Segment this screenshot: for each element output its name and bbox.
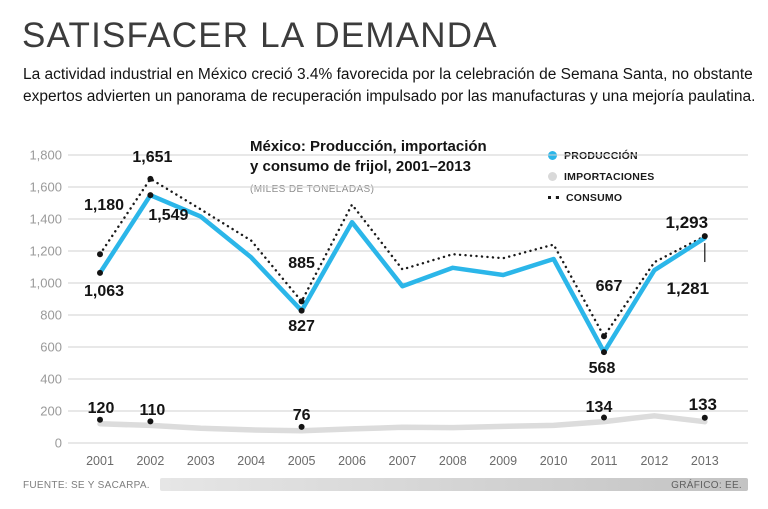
point-marker [298,307,305,314]
x-axis-label: 2012 [640,454,668,468]
point-marker [97,251,103,258]
point-marker [601,414,607,421]
y-axis-label: 400 [40,372,62,387]
point-marker [147,175,154,182]
point-marker [298,298,305,305]
chart-units-subtitle: (MILES DE TONELADAS) [250,184,375,195]
y-axis-label: 0 [55,436,62,451]
legend-label: CONSUMO [566,191,623,204]
x-axis-label: 2001 [86,454,114,468]
point-marker [147,418,154,425]
page-title: SATISFACER LA DEMANDA [22,16,498,55]
dot-swatch-icon [548,172,557,181]
x-axis-label: 2004 [237,454,265,468]
x-axis-label: 2009 [489,454,517,468]
chart-title: México: Producción, importación y consum… [250,137,487,200]
y-axis-label: 200 [40,404,62,419]
source-credit: FUENTE: SE Y SACARPA. [23,480,150,491]
point-marker [701,414,708,421]
x-axis-label: 2002 [136,454,164,468]
point-marker [601,333,607,340]
chart-title-line1: México: Producción, importación [250,138,487,155]
point-marker [147,192,154,199]
y-axis-label: 1,200 [29,244,62,259]
point-marker [298,423,305,430]
y-axis-label: 600 [40,340,62,355]
point-marker [601,349,607,356]
x-axis-label: 2003 [187,454,215,468]
legend-item-2: CONSUMO [548,187,655,208]
x-axis-label: 2006 [338,454,366,468]
footer-bar [160,478,748,491]
y-axis-label: 1,000 [29,276,62,291]
point-marker [97,269,103,276]
y-axis-label: 1,800 [29,148,62,163]
x-axis-label: 2007 [388,454,416,468]
y-axis-label: 800 [40,308,62,323]
y-axis-label: 1,600 [29,180,62,195]
legend-label: IMPORTACIONES [564,170,655,183]
point-marker [97,416,103,423]
series-line-importaciones [97,413,708,434]
x-axis-label: 2005 [288,454,316,468]
legend-item-1: IMPORTACIONES [548,166,655,187]
series-line-consumo [98,177,706,338]
point-marker [701,233,708,240]
y-axis-label: 1,400 [29,212,62,227]
x-axis-label: 2013 [691,454,719,468]
x-axis-label: 2010 [540,454,568,468]
chart-title-line2: y consumo de frijol, 2001–2013 [250,158,471,175]
intro-paragraph: La actividad industrial en México creció… [23,66,756,105]
graphic-credit: GRÁFICO: EE. [671,480,742,491]
x-axis-label: 2011 [591,454,618,468]
dotted-line-swatch-icon [548,196,559,199]
x-axis-label: 2008 [439,454,467,468]
